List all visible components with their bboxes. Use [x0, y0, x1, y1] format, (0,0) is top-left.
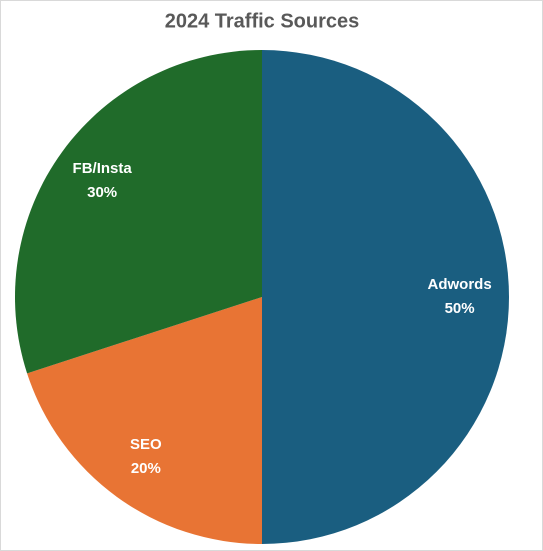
- slice-value-label: 20%: [131, 460, 161, 477]
- pie-slice: [262, 50, 509, 544]
- slice-category-label: SEO: [130, 436, 162, 453]
- slice-value-label: 30%: [87, 184, 117, 201]
- chart-title: 2024 Traffic Sources: [165, 10, 360, 32]
- pie: [14, 50, 509, 544]
- slice-category-label: FB/Insta: [73, 160, 133, 177]
- slice-value-label: 50%: [445, 300, 475, 317]
- pie-slice: [27, 297, 263, 544]
- pie-slice: [14, 50, 262, 374]
- slice-category-label: Adwords: [428, 276, 492, 293]
- data-labels: Adwords 50% SEO 20% FB/Insta 30%: [73, 160, 492, 477]
